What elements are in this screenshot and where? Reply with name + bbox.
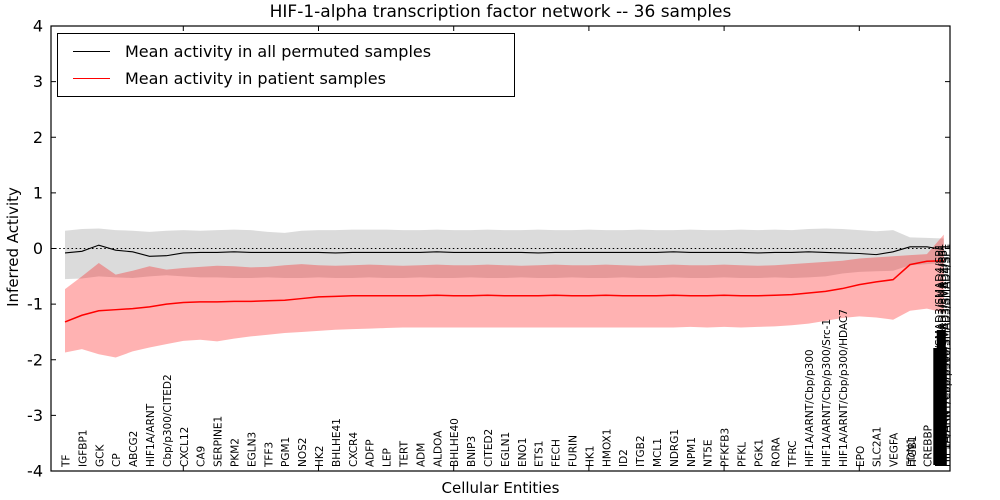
entity-label: NT5E xyxy=(703,439,715,467)
chart-title: HIF-1-alpha transcription factor network… xyxy=(269,2,732,22)
permuted-line-sample xyxy=(73,51,110,52)
illegible-label-cluster xyxy=(933,348,947,465)
entity-label: MCL1 xyxy=(652,438,664,467)
entity-label: HK1 xyxy=(584,446,596,467)
entity-label: PGK1 xyxy=(753,439,765,467)
y-axis-label: Inferred Activity xyxy=(4,187,22,307)
permuted-mean-line xyxy=(64,244,944,257)
entity-label: TERT xyxy=(399,440,411,468)
illegible-label-cluster xyxy=(936,330,946,350)
entity-label: HIF1A/ARNT/Cbp/p300/SMAD3/SMAD4/SP1 xyxy=(939,244,951,467)
legend-entry-permuted: Mean activity in all permuted samples xyxy=(58,40,514,64)
y-tick-label: -1 xyxy=(27,295,43,314)
x-axis-label: Cellular Entities xyxy=(441,479,560,497)
entity-label: ID2 xyxy=(618,449,630,467)
y-tick-label: 1 xyxy=(33,183,43,202)
legend-label-patient: Mean activity in patient samples xyxy=(125,69,386,88)
permuted-range-band xyxy=(65,228,944,280)
entity-label: ADFP xyxy=(365,439,377,467)
entity-label: SLC2A1 xyxy=(872,427,884,467)
entity-label: HIF1A/ARNT/Cbp/p300 xyxy=(804,349,816,467)
entity-label: TF xyxy=(61,455,73,468)
entity-label: HIF1A/ARNT/Cbp/p300/HDAC7 xyxy=(838,309,850,467)
legend: Mean activity in all permuted samples Me… xyxy=(57,33,515,97)
entity-label: HMOX1 xyxy=(601,429,613,467)
y-tick-label: -4 xyxy=(27,462,43,481)
patient-mean-line xyxy=(64,259,944,323)
entity-label: FURIN xyxy=(568,435,580,467)
y-tick-label: -2 xyxy=(27,350,43,369)
entity-label: TFRC xyxy=(787,440,799,468)
entity-label: NDRG1 xyxy=(669,429,681,467)
entity-label: Cbp/p300/CITED2 xyxy=(162,374,174,467)
entity-label: PKM2 xyxy=(230,438,242,467)
y-tick-label: 4 xyxy=(33,17,43,36)
entity-label: ITGB2 xyxy=(635,435,647,467)
y-tick-label: 0 xyxy=(33,239,43,258)
entity-label: EDN1 xyxy=(906,438,918,467)
y-tick-label: -3 xyxy=(27,406,43,425)
entity-label: VEGFA xyxy=(889,432,901,467)
entity-label: HIF1A/ARNT/Cbp/p300/SMAD3/SMAD4/SP1 xyxy=(934,244,946,467)
entity-label: BNIP3 xyxy=(466,436,478,467)
entity-label: HIF1A/ARNT/Cbp/p300/SMAD3/SMAD4/SP1 xyxy=(941,244,953,467)
entity-label: CREBBP xyxy=(922,425,934,467)
entity-label: HK2 xyxy=(314,446,326,467)
entity-label: HIF1A/ARNT xyxy=(145,403,157,467)
legend-label-permuted: Mean activity in all permuted samples xyxy=(125,42,432,61)
entity-label: GCK xyxy=(94,444,106,467)
entity-label: LEP xyxy=(382,448,394,467)
entity-label: ETS1 xyxy=(534,441,546,467)
y-tick-label: 2 xyxy=(33,128,43,147)
entity-label: NPM1 xyxy=(686,437,698,467)
entity-label: PFKL xyxy=(737,442,749,467)
entity-label: EGLN1 xyxy=(500,432,512,467)
entity-label: CXCR4 xyxy=(348,432,360,467)
entity-label: RORA xyxy=(770,437,782,467)
entity-label: BHLHE40 xyxy=(449,418,461,467)
entity-label: TFF3 xyxy=(263,442,275,468)
entity-label: ALDOA xyxy=(432,430,444,467)
entity-label: SERPINE1 xyxy=(213,416,225,467)
entity-label: NOS2 xyxy=(297,438,309,467)
entity-label: CA9 xyxy=(196,446,208,467)
entity-label: PGM1 xyxy=(280,437,292,467)
entity-label: EPO xyxy=(855,446,867,467)
entity-label: ENO1 xyxy=(517,438,529,467)
entity-label: ABCG2 xyxy=(128,431,140,467)
entity-label: EGLN3 xyxy=(246,432,258,467)
entity-label: BHLHE41 xyxy=(331,418,343,467)
patient-line-sample xyxy=(73,78,110,79)
entity-label: FECH xyxy=(551,439,563,467)
entity-label: ITGB1 xyxy=(907,435,919,467)
entity-label: ADM xyxy=(415,443,427,467)
legend-entry-patient: Mean activity in patient samples xyxy=(58,67,514,91)
y-tick-label: 3 xyxy=(33,72,43,91)
entity-label: CP xyxy=(111,453,123,467)
entity-label: CXCL12 xyxy=(179,427,191,467)
entity-label: IGFBP1 xyxy=(77,430,89,468)
entity-label: CITED2 xyxy=(483,429,495,467)
entity-label: HIF1A/ARNT/Cbp/p300/SMAD3/SMAD4/SP1 xyxy=(937,244,949,467)
entity-label: PFKFB3 xyxy=(720,428,732,467)
entity-label: HIF1A/ARNT/Cbp/p300/Src-1 xyxy=(821,319,833,467)
